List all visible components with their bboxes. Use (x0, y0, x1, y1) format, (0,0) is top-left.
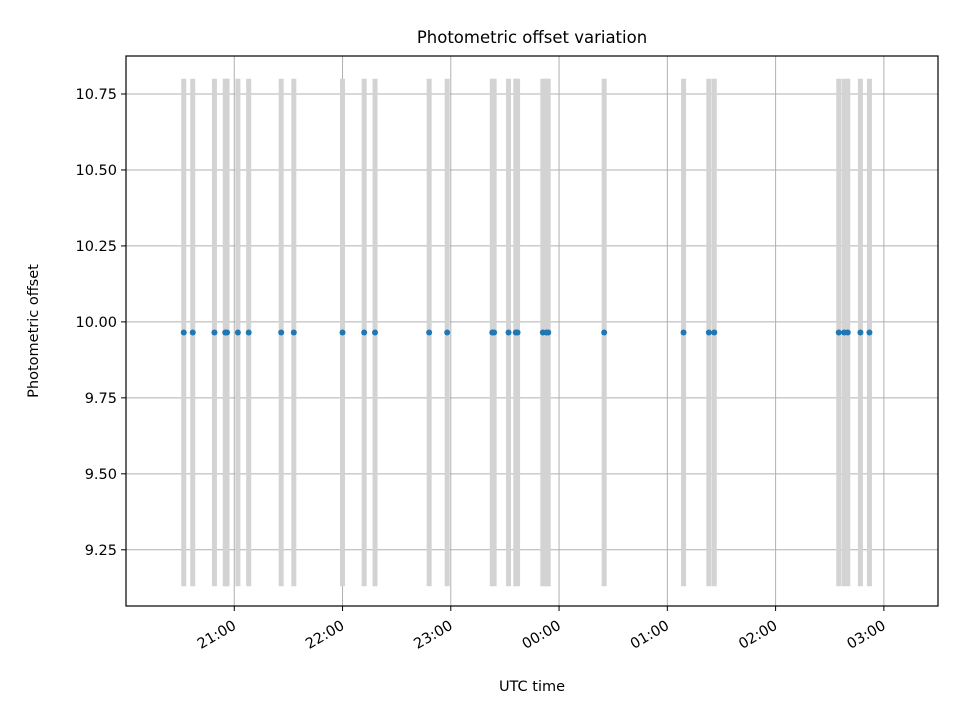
data-point (426, 329, 433, 336)
data-point (224, 329, 231, 336)
x-axis-label: UTC time (499, 679, 565, 695)
data-point (211, 329, 218, 336)
data-points (180, 329, 873, 336)
plot-area-frame (125, 55, 939, 607)
y-tick-label: 9.75 (85, 391, 117, 407)
data-point (545, 329, 552, 336)
data-point (234, 329, 241, 336)
grid-lines (126, 56, 938, 606)
data-point (290, 329, 297, 336)
y-tick-label: 10.00 (75, 315, 117, 331)
data-point (505, 329, 512, 336)
data-point (711, 329, 718, 336)
data-point (361, 329, 368, 336)
data-point (444, 329, 451, 336)
data-point (680, 329, 687, 336)
data-point (705, 329, 712, 336)
y-axis-ticks: 9.25 9.50 9.75 10.00 10.25 10.50 10.75 (75, 87, 126, 559)
y-tick-label: 10.25 (75, 239, 117, 255)
data-point (601, 329, 608, 336)
y-tick-label: 10.50 (75, 163, 117, 179)
data-point (491, 329, 498, 336)
data-point (857, 329, 864, 336)
data-point (189, 329, 196, 336)
data-point (245, 329, 252, 336)
data-point (180, 329, 187, 336)
y-tick-label: 9.50 (85, 467, 117, 483)
data-point (844, 329, 851, 336)
data-point (278, 329, 285, 336)
data-point (514, 329, 521, 336)
data-point (835, 329, 842, 336)
chart-title: Photometric offset variation (417, 28, 647, 47)
data-point (339, 329, 346, 336)
y-tick-label: 9.25 (85, 543, 117, 559)
y-tick-label: 10.75 (75, 87, 117, 103)
y-axis-label: Photometric offset (26, 264, 42, 398)
data-point (372, 329, 379, 336)
data-point (866, 329, 873, 336)
